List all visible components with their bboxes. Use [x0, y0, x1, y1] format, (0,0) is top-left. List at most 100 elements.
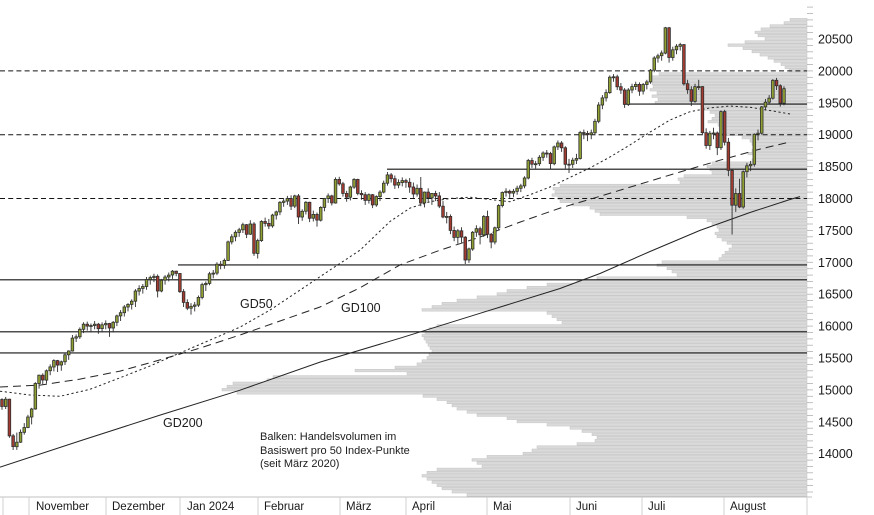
- candle-up: [763, 101, 768, 108]
- volume-profile-bar: [226, 384, 808, 389]
- candle-up: [104, 323, 108, 326]
- candle-up: [574, 158, 579, 161]
- candle-down: [582, 132, 586, 134]
- volume-profile-bar: [536, 445, 808, 449]
- volume-profile-bar: [594, 439, 808, 443]
- volume-profile-bar: [394, 365, 808, 369]
- candle-up: [674, 45, 679, 51]
- volume-profile-bar: [556, 317, 808, 322]
- volume-profile-bar: [428, 327, 808, 331]
- volume-profile-bar: [651, 75, 808, 79]
- candle-down: [704, 132, 708, 146]
- candle-up: [152, 275, 156, 278]
- volume-profile-bar: [783, 21, 808, 25]
- volume-profile-bar: [559, 183, 808, 187]
- candle-down: [452, 229, 456, 238]
- volume-profile-bar: [416, 362, 808, 366]
- candle-down: [55, 360, 60, 366]
- candle-up: [474, 228, 479, 233]
- volume-profile-bar: [559, 199, 808, 203]
- volume-profile-bar: [471, 458, 808, 462]
- candle-up: [89, 325, 93, 327]
- candle-up: [711, 132, 716, 135]
- y-axis-label: 14000: [818, 447, 853, 461]
- candle-up: [671, 49, 675, 58]
- candle-up: [18, 431, 23, 443]
- volume-profile-bar: [716, 235, 808, 239]
- volume-profile-bar: [658, 72, 808, 76]
- candle-up: [748, 163, 753, 167]
- candle-down: [730, 169, 734, 206]
- volume-profile-bar: [552, 187, 808, 191]
- volume-profile-bar: [546, 311, 808, 315]
- candle-down: [218, 263, 223, 266]
- candle-up: [215, 263, 219, 274]
- candle-down: [393, 178, 397, 186]
- volume-profile-bar: [649, 78, 808, 82]
- candle-up: [126, 303, 130, 308]
- volume-profile-bar: [747, 152, 808, 156]
- candle-up: [511, 190, 516, 194]
- candle-up: [467, 248, 471, 261]
- x-axis-month-label: Mai: [493, 501, 512, 513]
- candle-up: [22, 427, 26, 433]
- candle-up: [333, 178, 338, 204]
- candle-up: [122, 306, 126, 314]
- candle-up: [74, 336, 78, 339]
- volume-profile-bar: [221, 388, 808, 392]
- candle-up: [207, 273, 212, 284]
- candle-up: [596, 104, 601, 122]
- volume-profile-bar: [436, 324, 808, 328]
- candle-up: [496, 205, 501, 229]
- candle-up: [15, 441, 19, 448]
- candle-up: [767, 97, 771, 103]
- volume-profile-bar: [466, 410, 808, 414]
- candle-down: [244, 224, 249, 235]
- volume-profile-bar: [446, 400, 808, 405]
- volume-annotation-line3: (seit März 2020): [260, 458, 340, 470]
- x-axis-month-label: März: [346, 501, 372, 513]
- candle-down: [296, 195, 301, 218]
- volume-profile-bar: [769, 24, 808, 28]
- candle-down: [107, 323, 112, 329]
- volume-profile-bar: [456, 298, 808, 302]
- volume-profile-bar: [780, 62, 808, 66]
- volume-profile-bar: [476, 413, 808, 417]
- x-axis-month-label: November: [36, 501, 89, 513]
- y-axis-label: 15500: [818, 352, 853, 366]
- candle-up: [37, 374, 41, 384]
- candle-down: [315, 213, 319, 221]
- candle-up: [189, 305, 193, 309]
- volume-profile-bar: [561, 321, 808, 325]
- y-axis-label: 20000: [818, 64, 853, 78]
- volume-profile-bar: [742, 46, 808, 50]
- candle-up: [396, 182, 401, 186]
- volume-profile-bar: [731, 244, 808, 248]
- candle-up: [741, 171, 745, 208]
- candle-up: [522, 177, 527, 187]
- candle-up: [118, 312, 123, 317]
- candle-up: [782, 88, 786, 104]
- volume-profile-bar: [727, 43, 808, 47]
- candle-up: [293, 195, 297, 207]
- volume-profile-bar: [589, 206, 808, 210]
- candle-up: [641, 84, 645, 92]
- candle-up: [311, 213, 315, 219]
- volume-profile-bar: [551, 193, 808, 197]
- volume-profile-bar: [709, 110, 808, 114]
- volume-profile-bar: [751, 158, 808, 162]
- volume-profile-bar: [671, 270, 808, 274]
- candle-up: [163, 276, 167, 281]
- candle-up: [697, 86, 701, 88]
- candle-down: [252, 223, 256, 254]
- volume-profile-bar: [236, 391, 808, 395]
- candle-up: [760, 106, 764, 134]
- candle-up: [141, 286, 145, 289]
- candle-down: [363, 194, 367, 201]
- candle-up: [144, 279, 149, 287]
- candle-down: [722, 111, 727, 143]
- candle-down: [478, 228, 482, 236]
- candle-up: [552, 146, 556, 165]
- candle-up: [92, 323, 97, 326]
